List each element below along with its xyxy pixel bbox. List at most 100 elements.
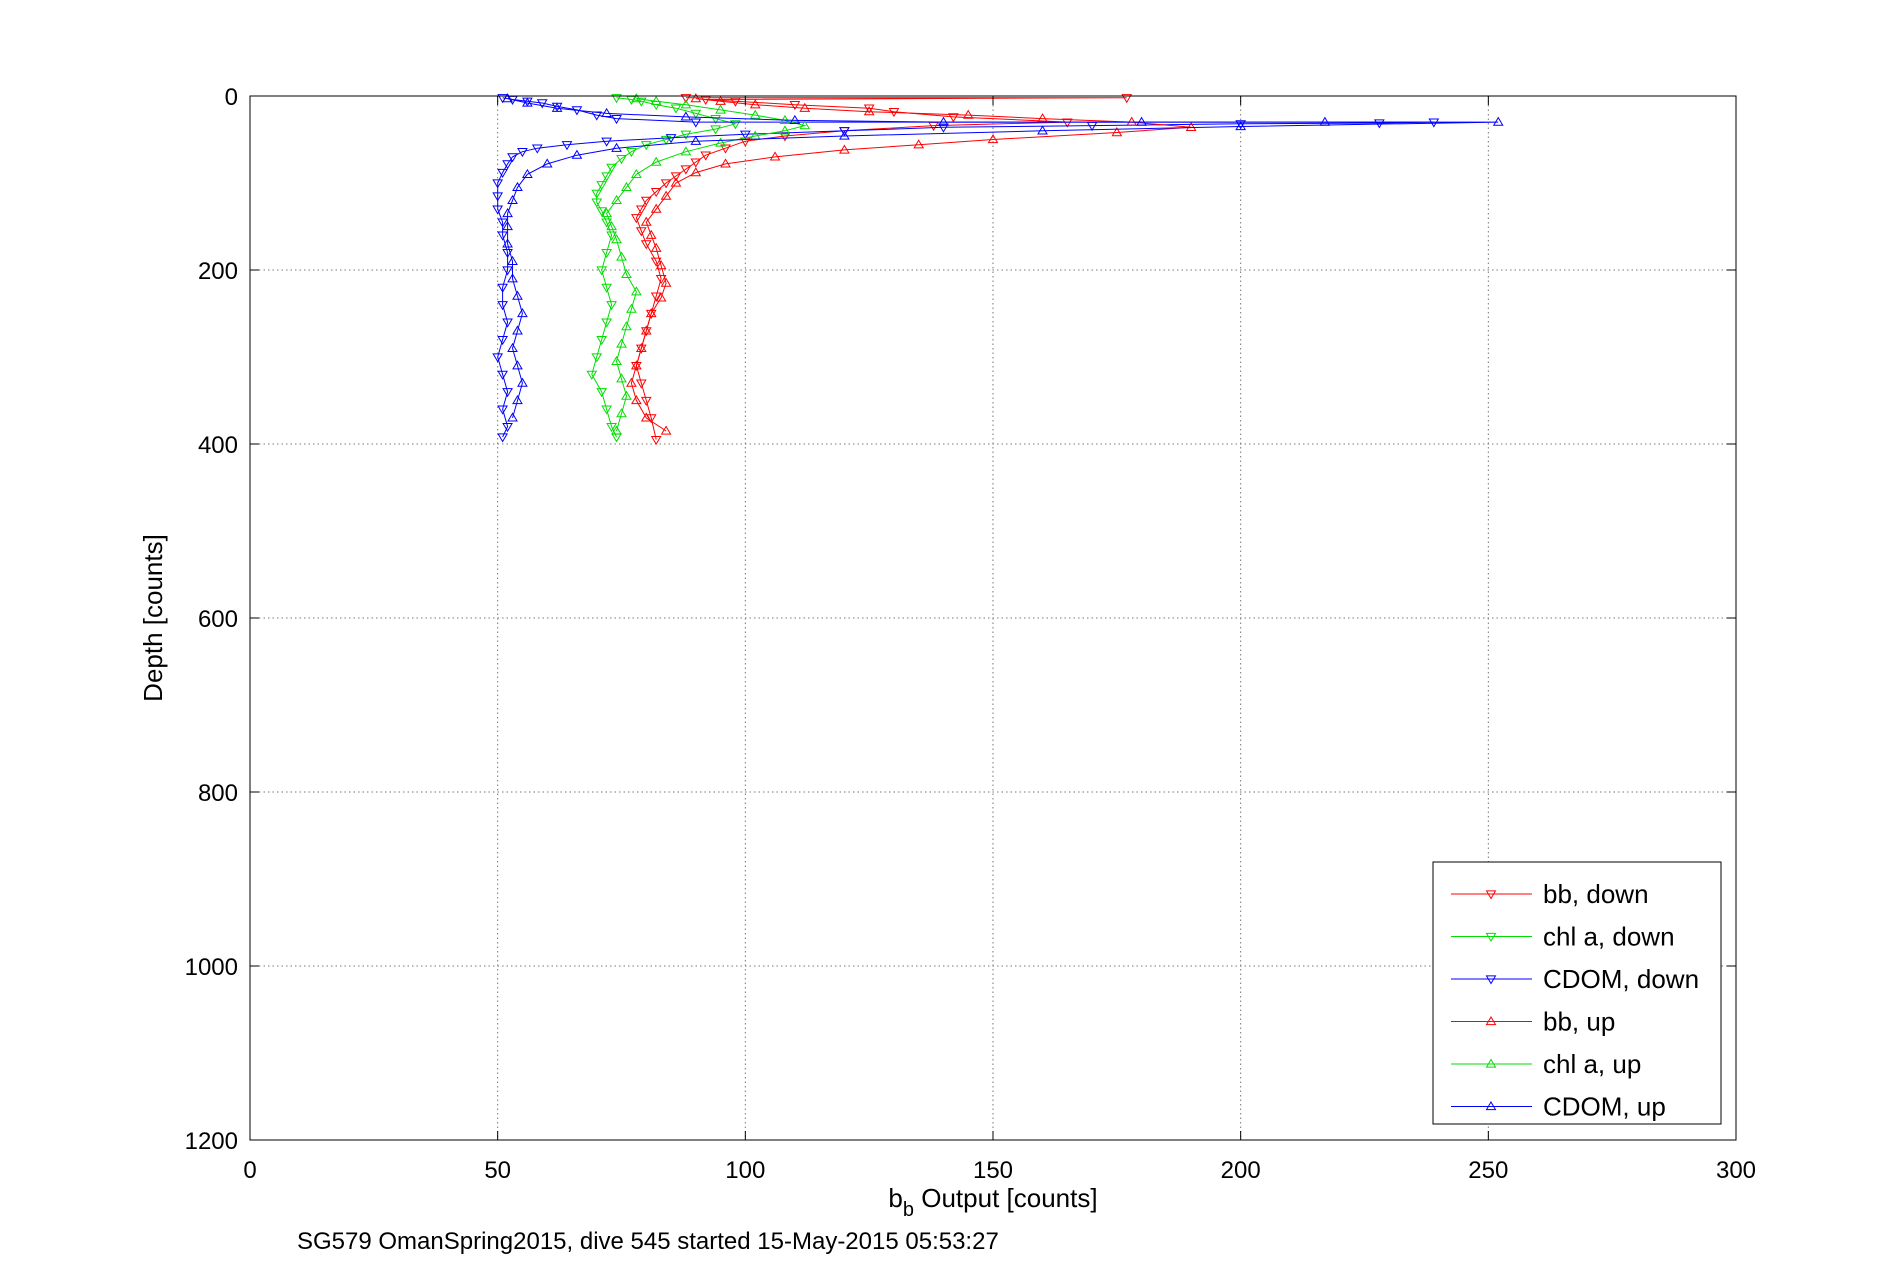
data-point-bb-up	[640, 216, 652, 226]
data-point-chl-a-down	[616, 154, 627, 165]
data-point-bb-down	[720, 144, 731, 154]
data-point-cdom-down	[497, 335, 508, 346]
data-point-bb-down	[700, 151, 712, 161]
x-axis-label-base: b	[888, 1183, 902, 1213]
data-point-chl-a-up	[611, 194, 622, 205]
data-point-bb-down	[635, 344, 647, 354]
data-point-chl-a-down	[596, 388, 608, 398]
data-point-chl-a-up	[650, 156, 662, 166]
data-point-chl-a-up	[680, 99, 692, 109]
data-point-bb-down	[640, 396, 652, 406]
data-point-cdom-up	[502, 207, 513, 218]
legend-label: bb, down	[1543, 879, 1649, 909]
series-line-cdom-up	[507, 98, 1499, 419]
data-point-chl-a-up	[749, 109, 761, 119]
data-point-bb-up	[640, 325, 652, 335]
data-point-bb-up	[720, 158, 731, 168]
y-tick-label: 200	[198, 258, 238, 285]
data-point-bb-down	[640, 196, 652, 206]
data-point-cdom-down	[497, 433, 508, 443]
data-point-chl-a-up	[616, 373, 627, 383]
data-point-cdom-up	[839, 130, 850, 140]
series-line-chl-a-up	[606, 98, 807, 432]
data-point-cdom-down	[938, 123, 949, 133]
data-point-bb-up	[645, 308, 657, 318]
data-point-bb-down	[630, 362, 642, 372]
data-point-bb-up	[670, 177, 682, 187]
data-point-cdom-down	[492, 353, 504, 363]
data-point-chl-a-down	[601, 405, 613, 415]
data-point-chl-a-down	[690, 109, 702, 119]
data-point-chl-a-down	[591, 189, 603, 199]
data-point-chl-a-up	[779, 125, 791, 135]
data-point-bb-up	[660, 425, 672, 435]
legend-label: chl a, up	[1543, 1049, 1641, 1079]
legend-swatch-marker	[1485, 975, 1497, 985]
legend-item-chl-a-up: chl a, up	[1451, 1049, 1641, 1079]
series-layer	[492, 93, 1504, 446]
legend-box	[1432, 861, 1722, 1125]
data-point-cdom-down	[497, 405, 508, 415]
data-point-bb-up	[769, 151, 781, 161]
data-point-bb-up	[962, 109, 974, 119]
data-point-cdom-up	[517, 377, 528, 387]
x-tick-label: 100	[725, 1157, 765, 1184]
data-point-chl-a-down	[670, 104, 682, 114]
data-point-cdom-up	[502, 238, 513, 248]
data-point-cdom-down	[536, 99, 548, 109]
data-point-cdom-up	[680, 111, 692, 121]
data-point-chl-a-up	[630, 93, 642, 103]
data-point-cdom-down	[497, 231, 508, 241]
legend-swatch-marker	[1485, 932, 1497, 942]
data-point-bb-up	[799, 102, 811, 112]
legend-item-cdom-down: CDOM, down	[1451, 964, 1699, 994]
data-point-cdom-up	[1235, 120, 1247, 131]
data-point-bb-down	[645, 309, 657, 319]
data-point-bb-down	[863, 104, 875, 114]
x-axis-label: bb Output [counts]	[888, 1183, 1097, 1221]
x-tick-label: 0	[243, 1157, 256, 1184]
legend-label: CDOM, up	[1543, 1092, 1666, 1122]
data-point-chl-a-down	[606, 163, 617, 173]
legend-swatch-marker	[1485, 1016, 1497, 1026]
series-cdom-up	[502, 93, 1504, 422]
data-point-chl-a-up	[601, 207, 613, 218]
data-point-chl-a-up	[650, 95, 662, 105]
data-point-chl-a-up	[606, 221, 617, 231]
data-point-cdom-up	[789, 114, 801, 125]
legend-label: chl a, down	[1543, 922, 1675, 952]
data-point-chl-a-down	[730, 120, 741, 130]
x-tick-label: 150	[973, 1157, 1013, 1184]
data-point-chl-a-down	[596, 181, 608, 191]
data-point-cdom-up	[502, 221, 513, 231]
data-point-bb-up	[715, 95, 726, 105]
y-tick-label: 800	[198, 780, 238, 807]
data-point-bb-up	[1126, 116, 1138, 126]
data-point-chl-a-down	[591, 353, 603, 363]
legend-item-bb-down: bb, down	[1451, 879, 1649, 909]
data-point-cdom-down	[517, 148, 528, 158]
legend-swatch-marker	[1485, 890, 1497, 900]
data-point-cdom-down	[502, 266, 513, 276]
data-point-bb-down	[690, 158, 702, 168]
data-point-chl-a-down	[586, 370, 598, 380]
data-point-bb-down	[635, 205, 647, 215]
data-point-chl-a-down	[601, 248, 613, 259]
data-point-cdom-down	[492, 179, 504, 189]
data-point-bb-up	[660, 277, 672, 287]
y-tick-label: 400	[198, 432, 238, 459]
x-tick-labels: 0 50 100 150 200 250 300	[243, 1157, 1756, 1184]
y-tick-label: 0	[225, 84, 238, 111]
data-point-cdom-up	[541, 158, 553, 168]
data-point-chl-a-up	[616, 338, 627, 348]
data-point-chl-a-up	[616, 408, 627, 418]
data-point-cdom-up	[690, 135, 702, 145]
y-tick-label: 600	[198, 606, 238, 633]
legend-item-cdom-up: CDOM, up	[1451, 1092, 1666, 1122]
data-point-bb-down	[650, 188, 662, 198]
data-point-chl-a-down	[601, 318, 613, 328]
data-point-bb-down	[680, 165, 692, 175]
series-line-chl-a-down	[591, 97, 738, 438]
data-point-chl-a-down	[601, 283, 613, 293]
